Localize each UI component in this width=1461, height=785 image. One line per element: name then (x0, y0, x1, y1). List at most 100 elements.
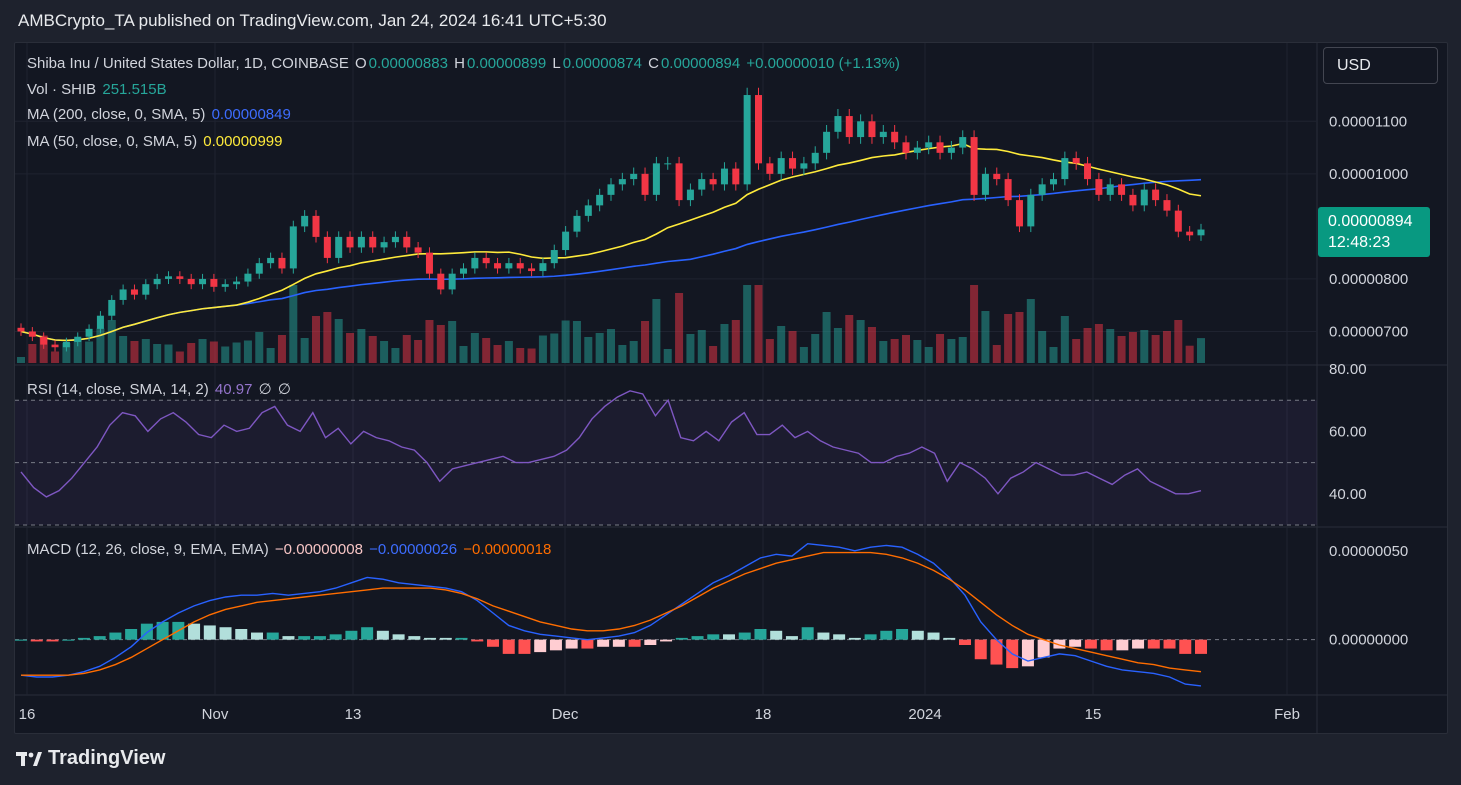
volume-bar (1106, 329, 1115, 363)
rsi-line (20, 390, 1202, 498)
volume-bar (629, 341, 638, 363)
volume-bar (890, 339, 899, 363)
candle-body (1095, 179, 1103, 195)
candle-body (981, 173, 989, 195)
candle-body (210, 278, 218, 287)
macd-histogram-bar (612, 639, 625, 647)
volume-bar (1083, 328, 1092, 363)
candle-body (289, 226, 297, 269)
candle-countdown: 12:48:23 (1328, 234, 1391, 251)
volume-bar (198, 339, 207, 363)
volume-value: 251.515B (102, 81, 167, 98)
candle-body (74, 336, 82, 342)
currency-selector[interactable]: USD (1323, 47, 1438, 84)
macd-histogram-bar (628, 639, 641, 647)
macd-histogram-bar (864, 634, 877, 640)
tradingview-logo-icon (16, 750, 42, 768)
candle-body (244, 273, 252, 282)
candle-body (346, 236, 354, 248)
candle-body (142, 284, 150, 295)
candle-body (618, 179, 626, 185)
candle-body (96, 315, 104, 329)
macd-histogram-bar (203, 625, 216, 640)
macd-signal-line (21, 551, 1202, 676)
macd-histogram-bar (46, 639, 59, 642)
candle-body (936, 142, 944, 153)
volume-bar (641, 321, 650, 363)
candle-body (516, 263, 524, 269)
macd-histogram-bar (188, 623, 201, 640)
volume-bar (538, 335, 547, 363)
candle-body (789, 158, 797, 169)
candle-body (834, 116, 842, 132)
candle-body (40, 336, 48, 345)
ma200-label: MA (200, close, 0, SMA, 5) (27, 106, 206, 123)
volume-bar (39, 335, 48, 363)
macd-histogram-bar (424, 637, 437, 640)
ma50-line (20, 142, 1202, 342)
candle-body (550, 250, 558, 264)
macd-histogram-bar (329, 634, 342, 640)
volume-label: Vol · SHIB (27, 81, 97, 98)
tradingview-brand[interactable]: TradingView (16, 747, 165, 770)
rsi-extra-1: ∅ (258, 381, 272, 398)
volume-bar (992, 345, 1001, 363)
macd-label: MACD (12, 26, close, 9, EMA, EMA) (27, 541, 269, 558)
volume-bar (96, 328, 105, 363)
open-label: O (355, 55, 367, 72)
candle-body (641, 173, 649, 195)
volume-bar (663, 349, 672, 363)
volume-bar (765, 339, 774, 363)
macd-histogram-bar (817, 632, 830, 640)
macd-histogram-bar (1053, 639, 1066, 649)
candle-body (823, 131, 831, 153)
volume-bar (504, 341, 513, 363)
candle-body (267, 257, 275, 264)
high-label: H (454, 55, 465, 72)
macd-histogram-bar (785, 636, 798, 640)
candle-body (28, 331, 36, 337)
volume-bar (380, 341, 389, 363)
volume-bar (153, 344, 162, 363)
macd-histogram-bar (266, 632, 279, 640)
macd-histogram-bar (1021, 639, 1034, 667)
macd-histogram-bar (1195, 639, 1207, 654)
rsi-extra-2: ∅ (277, 381, 291, 398)
volume-bar (187, 343, 196, 363)
volume-bar (1015, 312, 1024, 363)
macd-histogram-bar (345, 630, 358, 640)
volume-bar (289, 285, 298, 363)
candle-body (62, 341, 70, 348)
macd-histogram-bar (581, 639, 594, 649)
macd-histogram-bar (565, 639, 578, 649)
macd-histogram-bar (691, 636, 704, 640)
candle-body (1084, 163, 1092, 180)
x-tick-label: 2024 (908, 706, 941, 723)
candle-body (437, 273, 445, 290)
candle-body (482, 257, 490, 264)
candle-body (573, 215, 581, 232)
volume-bar (107, 320, 116, 363)
candle-body (528, 268, 536, 272)
macd-histogram-bar (361, 627, 374, 640)
volume-bar (811, 334, 820, 363)
macd-histogram-bar (30, 639, 43, 642)
volume-bar (675, 293, 684, 363)
open-value: 0.00000883 (368, 55, 448, 72)
close-label: C (648, 55, 659, 72)
candle-body (777, 158, 785, 174)
candle-body (584, 205, 592, 216)
macd-histogram-bar (943, 637, 956, 640)
candle-body (947, 147, 955, 153)
chart-frame[interactable]: 16 Nov 13 Dec 18 2024 15 Feb 0.00001100 0.0000100… (14, 42, 1448, 734)
volume-bar (402, 335, 411, 363)
chart-canvas[interactable]: 16 Nov 13 Dec 18 2024 15 Feb 0.00001100 0.0000100… (15, 43, 1447, 733)
volume-bar (845, 315, 854, 363)
candle-body (743, 95, 751, 185)
macd-tick-label: 0.00000000 (1329, 632, 1408, 649)
candle-body (596, 194, 604, 206)
candle-body (925, 142, 933, 148)
volume-bar (731, 320, 740, 363)
candle-body (380, 242, 388, 248)
macd-histogram-bar (833, 634, 846, 640)
